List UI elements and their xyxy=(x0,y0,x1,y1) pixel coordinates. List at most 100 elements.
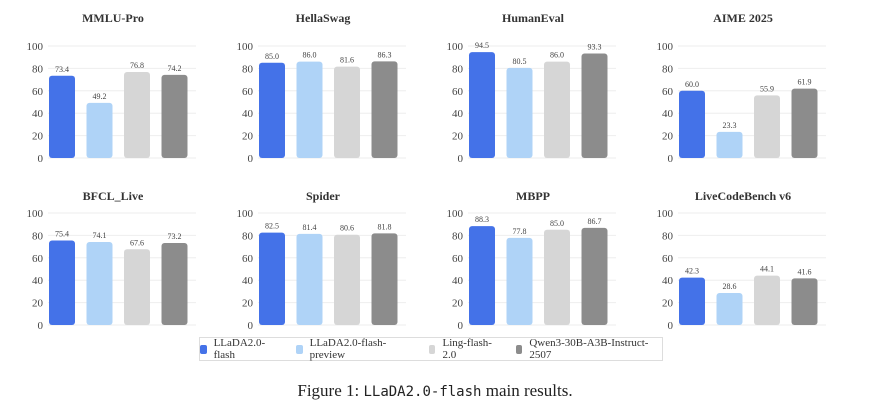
y-tick-label: 60 xyxy=(452,86,464,98)
y-tick-label: 40 xyxy=(452,108,464,120)
data-label: 85.0 xyxy=(265,52,279,61)
bar xyxy=(161,74,188,158)
y-tick-label: 100 xyxy=(237,41,254,53)
data-label: 73.4 xyxy=(55,65,69,74)
y-tick-label: 40 xyxy=(32,275,44,287)
bar xyxy=(679,277,705,325)
y-tick-label: 100 xyxy=(657,208,674,220)
y-tick-label: 20 xyxy=(32,298,44,310)
legend-item: LLaDA2.0-flash xyxy=(200,337,282,361)
bar xyxy=(791,88,818,158)
data-label: 75.4 xyxy=(55,230,69,239)
data-label: 67.6 xyxy=(130,238,144,247)
data-label: 74.2 xyxy=(168,64,182,73)
bar xyxy=(581,227,608,325)
y-tick-label: 0 xyxy=(248,153,254,165)
y-tick-label: 80 xyxy=(662,230,674,242)
data-label: 44.1 xyxy=(760,265,774,274)
y-tick-label: 100 xyxy=(657,41,674,53)
y-tick-label: 60 xyxy=(662,253,674,265)
legend-swatch xyxy=(200,344,207,354)
y-tick-label: 80 xyxy=(662,63,674,75)
y-tick-label: 40 xyxy=(242,108,254,120)
y-tick-label: 20 xyxy=(452,131,464,143)
y-tick-label: 60 xyxy=(452,253,464,265)
y-tick-label: 80 xyxy=(32,63,44,75)
legend-label: LLaDA2.0-flash xyxy=(213,337,266,361)
y-tick-label: 100 xyxy=(447,208,464,220)
data-label: 77.8 xyxy=(513,227,527,236)
y-tick-label: 40 xyxy=(32,108,44,120)
bar xyxy=(259,62,285,158)
data-label: 86.7 xyxy=(588,217,602,226)
chart-title: HellaSwag xyxy=(296,11,351,25)
y-tick-label: 40 xyxy=(662,108,674,120)
y-tick-label: 100 xyxy=(27,41,44,53)
chart-title: MBPP xyxy=(516,189,550,203)
caption-code: LLaDA2.0-flash xyxy=(363,384,482,400)
bar xyxy=(86,102,113,158)
bar xyxy=(506,67,533,158)
y-tick-label: 60 xyxy=(32,86,44,98)
bar xyxy=(506,237,533,325)
bar xyxy=(296,233,323,325)
data-label: 28.6 xyxy=(723,282,737,291)
bar xyxy=(371,233,398,325)
y-tick-label: 100 xyxy=(27,208,44,220)
chart-title: MMLU-Pro xyxy=(82,11,144,25)
data-label: 93.3 xyxy=(588,43,602,52)
y-tick-label: 20 xyxy=(242,298,254,310)
bar xyxy=(371,61,398,158)
legend-label: Ling-flash-2.0 xyxy=(442,337,492,361)
chart-title: Spider xyxy=(306,189,341,203)
data-label: 60.0 xyxy=(685,80,699,89)
y-tick-label: 20 xyxy=(452,298,464,310)
y-tick-label: 80 xyxy=(32,230,44,242)
data-label: 81.4 xyxy=(303,223,317,232)
bar xyxy=(161,243,188,325)
chart-title: HumanEval xyxy=(502,11,565,25)
y-tick-label: 40 xyxy=(662,275,674,287)
bar xyxy=(679,90,705,158)
y-tick-label: 80 xyxy=(242,63,254,75)
y-tick-label: 80 xyxy=(452,63,464,75)
data-label: 61.9 xyxy=(798,78,812,87)
data-label: 41.6 xyxy=(798,267,812,276)
bar xyxy=(754,275,780,325)
bar xyxy=(469,52,495,158)
data-label: 73.2 xyxy=(168,232,182,241)
chart-title: AIME 2025 xyxy=(713,11,773,25)
bar xyxy=(124,249,150,325)
data-label: 86.3 xyxy=(378,50,392,59)
bar xyxy=(754,95,780,158)
y-tick-label: 20 xyxy=(242,131,254,143)
y-tick-label: 80 xyxy=(452,230,464,242)
y-tick-label: 60 xyxy=(662,86,674,98)
y-tick-label: 0 xyxy=(248,320,254,332)
y-tick-label: 40 xyxy=(452,275,464,287)
legend-item: Ling-flash-2.0 xyxy=(428,337,502,361)
y-tick-label: 20 xyxy=(32,131,44,143)
chart-title: LiveCodeBench v6 xyxy=(695,189,791,203)
legend-item: LLaDA2.0-flash-preview xyxy=(296,337,415,361)
y-tick-label: 0 xyxy=(458,153,464,165)
y-tick-label: 40 xyxy=(242,275,254,287)
bar xyxy=(86,242,113,325)
bar xyxy=(791,278,818,325)
data-label: 42.3 xyxy=(685,267,699,276)
bar xyxy=(581,53,608,159)
bar xyxy=(49,75,75,158)
legend-swatch xyxy=(428,344,436,354)
y-tick-label: 0 xyxy=(458,320,464,332)
data-label: 74.1 xyxy=(93,231,107,240)
data-label: 76.8 xyxy=(130,61,144,70)
bar xyxy=(334,66,360,158)
legend-label: LLaDA2.0-flash-preview xyxy=(309,337,387,361)
bar xyxy=(259,232,285,325)
legend-label: Qwen3-30B-A3B-Instruct-2507 xyxy=(529,337,649,361)
bar xyxy=(49,240,75,325)
y-tick-label: 60 xyxy=(32,253,44,265)
data-label: 80.5 xyxy=(513,57,527,66)
data-label: 86.0 xyxy=(550,51,564,60)
